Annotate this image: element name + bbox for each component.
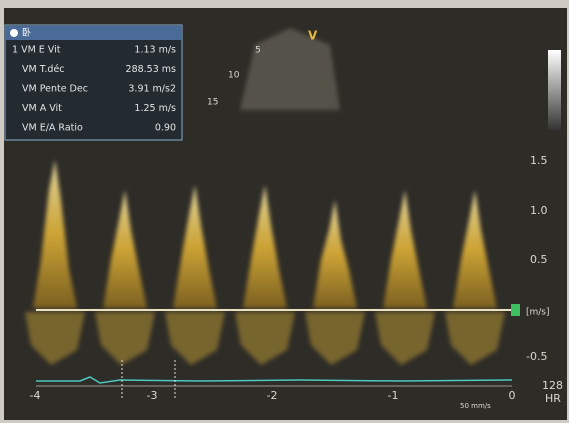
velocity-tick: 1.0	[530, 204, 548, 217]
measurement-value: 1.25 m/s	[134, 103, 176, 114]
measurement-label: 1 VM E Vit	[12, 45, 61, 56]
heart-rate: 128	[542, 379, 563, 392]
header-icon	[10, 29, 18, 37]
time-tick: 0	[509, 389, 516, 402]
velocity-tick: 1.5	[530, 154, 548, 167]
gray-bar	[548, 50, 561, 130]
measurement-header-text: 卧	[22, 27, 31, 39]
time-tick: -1	[388, 389, 399, 402]
measurement-value: 3.91 m/s2	[128, 84, 176, 95]
velocity-tick: 0.5	[530, 253, 548, 266]
sector-label: V	[308, 29, 318, 43]
measurement-value: 288.53 ms	[126, 64, 177, 75]
measurement-value: 1.13 m/s	[134, 45, 176, 56]
time-tick: -3	[147, 389, 158, 402]
measurement-label: VM Pente Dec	[22, 84, 88, 95]
depth-mark: 10	[228, 71, 240, 81]
depth-mark: 15	[207, 98, 218, 108]
time-tick: -4	[30, 389, 41, 402]
measurement-value: 0.90	[155, 123, 176, 134]
depth-mark: 5	[255, 46, 261, 56]
measurement-header	[6, 26, 181, 40]
measurement-label: VM E/A Ratio	[22, 123, 83, 134]
measurement-label: VM A Vit	[22, 103, 62, 114]
heart-rate-label: HR	[545, 392, 561, 405]
ultrasound-screen: -4 -3 -2 -1 0 50 mm/s 1.5 1.0 0.5 [m/s] …	[0, 0, 569, 423]
baseline-marker	[511, 304, 520, 316]
measurement-label: VM T.déc	[22, 64, 65, 75]
sweep-speed: 50 mm/s	[460, 402, 491, 410]
velocity-unit: [m/s]	[526, 308, 550, 318]
time-tick: -2	[267, 389, 278, 402]
velocity-tick: -0.5	[526, 350, 547, 363]
